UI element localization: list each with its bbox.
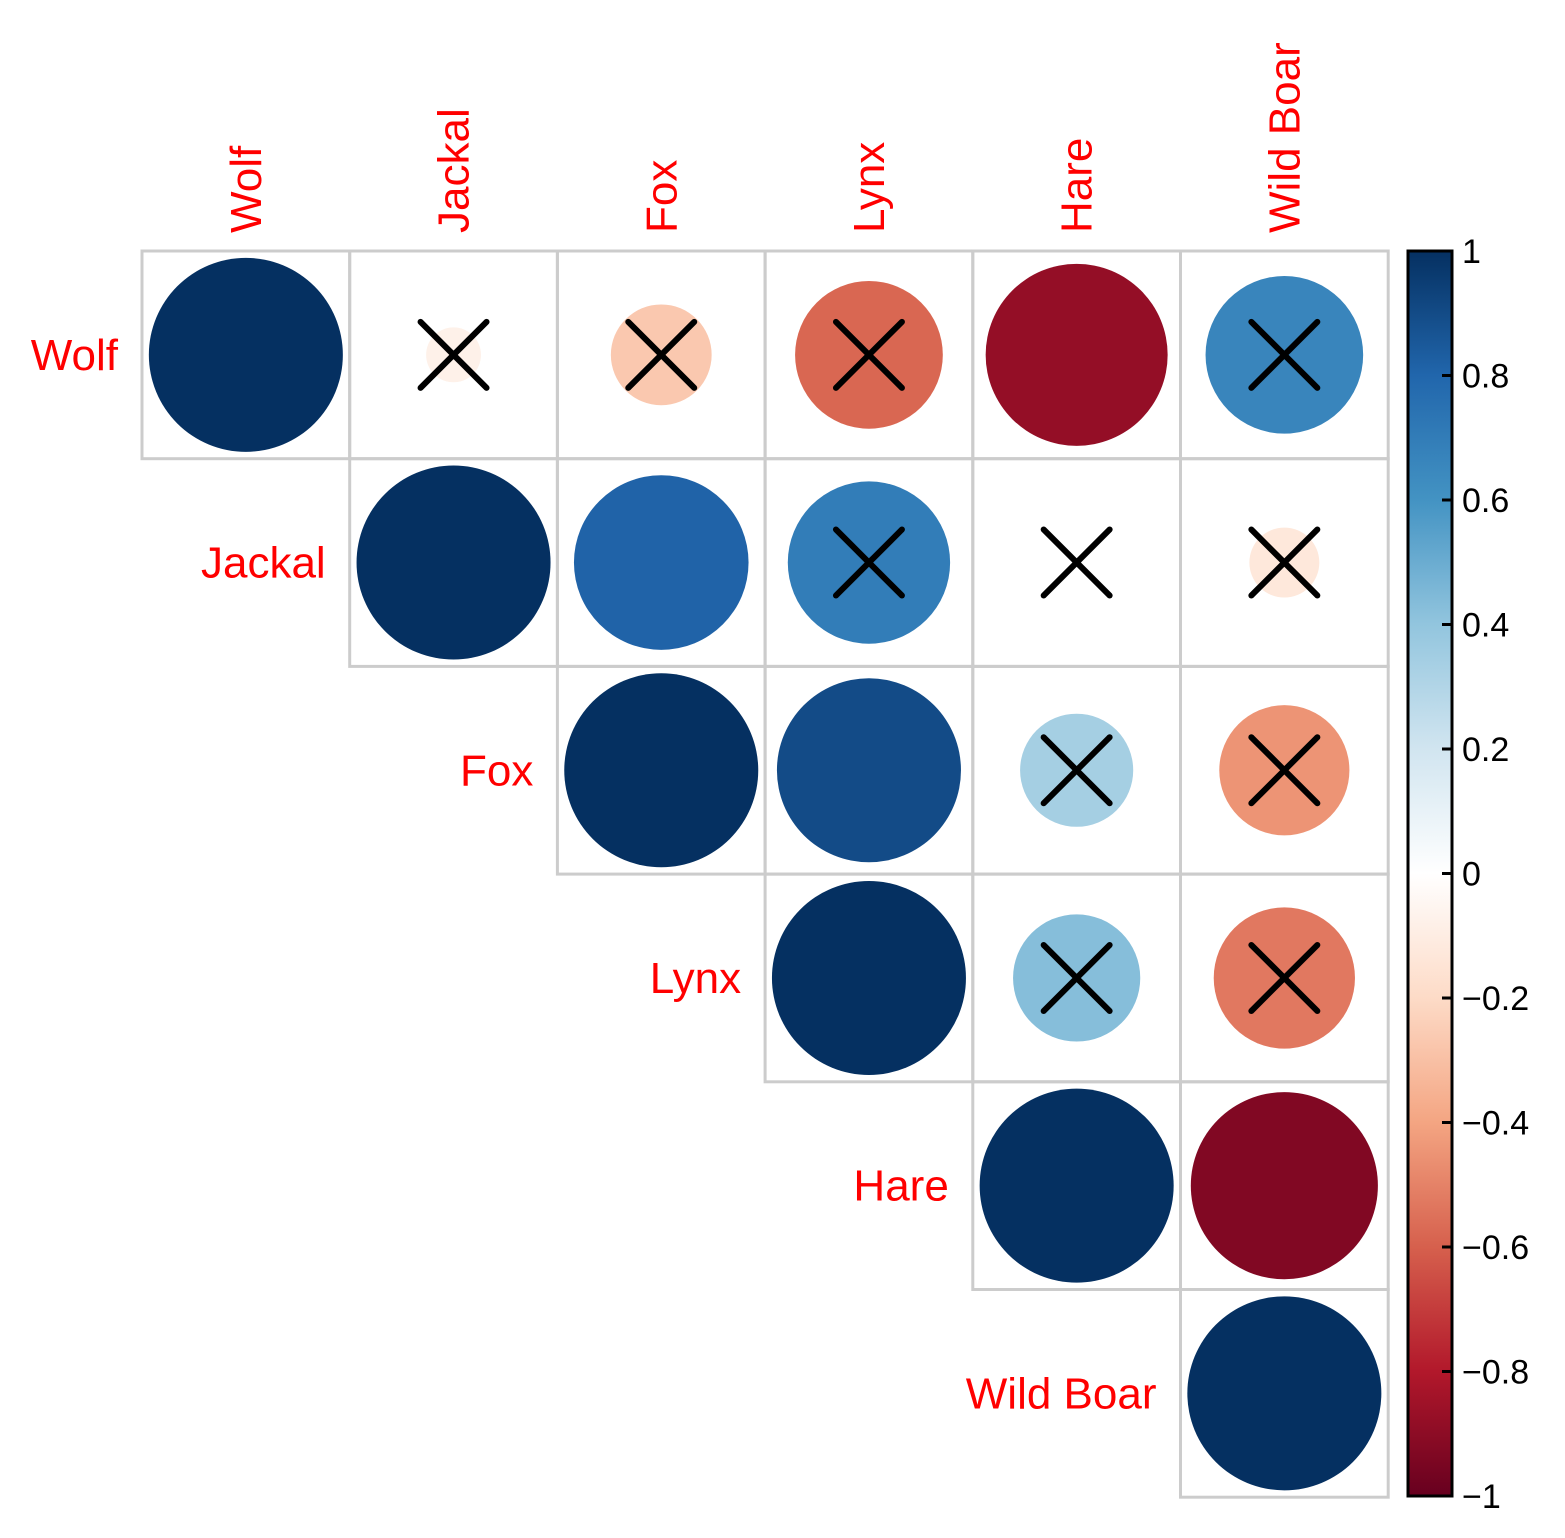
cross-mark-0-2 [625, 318, 698, 391]
cross-mark-1-3 [832, 526, 905, 599]
row-label-hare: Hare [853, 1162, 948, 1211]
col-label-wolf: Wolf [222, 145, 271, 233]
corr-circle-2-2 [564, 673, 759, 868]
colorbar-tick-label: −1 [1462, 1478, 1501, 1516]
corr-circle-3-3 [771, 880, 966, 1075]
colorbar: 1 0.8 0.6 0.4 0.2 0 −0.2 −0.4 −0.6 −0.8 −1 [1406, 233, 1529, 1516]
cross-layer [417, 318, 1321, 1014]
col-label-lynx: Lynx [845, 142, 894, 233]
corr-circle-2-3 [776, 678, 961, 863]
cross-mark-2-4 [1040, 734, 1113, 807]
grid-layer [140, 249, 1390, 1499]
cross-mark-2-5 [1248, 734, 1321, 807]
colorbar-tick-label: −0.8 [1462, 1354, 1529, 1392]
corr-circle-1-1 [356, 465, 551, 660]
cross-mark-0-1 [417, 318, 490, 391]
row-label-fox: Fox [460, 746, 533, 795]
colorbar-tick-label: 0.2 [1462, 731, 1509, 769]
row-label-wild-boar: Wild Boar [966, 1369, 1157, 1418]
colorbar-tick-label: −0.4 [1462, 1105, 1529, 1143]
colorbar-tick-label: 0.6 [1462, 482, 1509, 520]
cross-mark-0-3 [832, 318, 905, 391]
label-layer: Wolf Wolf Jackal Jackal Fox Fox Lynx Lynx Hare Ha… [31, 42, 1310, 1418]
colorbar-tick-label: 0 [1462, 856, 1481, 894]
cross-mark-0-5 [1248, 318, 1321, 391]
cross-mark-1-4 [1040, 526, 1113, 599]
col-label-jackal: Jackal [430, 108, 479, 233]
colorbar-tick-label: 0.8 [1462, 358, 1509, 396]
colorbar-tick-label: 0.4 [1462, 607, 1509, 645]
grid-cell-5-5 [1179, 1288, 1390, 1499]
colorbar-tick-label: −0.2 [1462, 980, 1529, 1018]
corr-circle-0-4 [985, 263, 1168, 446]
colorbar-tick-label: 1 [1462, 233, 1481, 271]
col-label-wild-boar: Wild Boar [1260, 42, 1309, 233]
corr-circle-4-5 [1190, 1092, 1378, 1280]
row-label-jackal: Jackal [201, 539, 326, 588]
corr-circle-1-2 [573, 475, 749, 650]
col-label-fox: Fox [637, 160, 686, 233]
corr-circle-5-5 [1187, 1296, 1382, 1491]
corr-circle-0-0 [148, 257, 343, 452]
cross-mark-1-5 [1248, 526, 1321, 599]
row-label-lynx: Lynx [650, 954, 741, 1003]
corr-circle-4-4 [979, 1088, 1174, 1283]
cross-mark-3-4 [1040, 941, 1113, 1014]
col-label-hare: Hare [1053, 138, 1102, 233]
cross-mark-3-5 [1248, 941, 1321, 1014]
colorbar-tick-label: −0.6 [1462, 1229, 1529, 1267]
row-label-wolf: Wolf [31, 331, 119, 380]
